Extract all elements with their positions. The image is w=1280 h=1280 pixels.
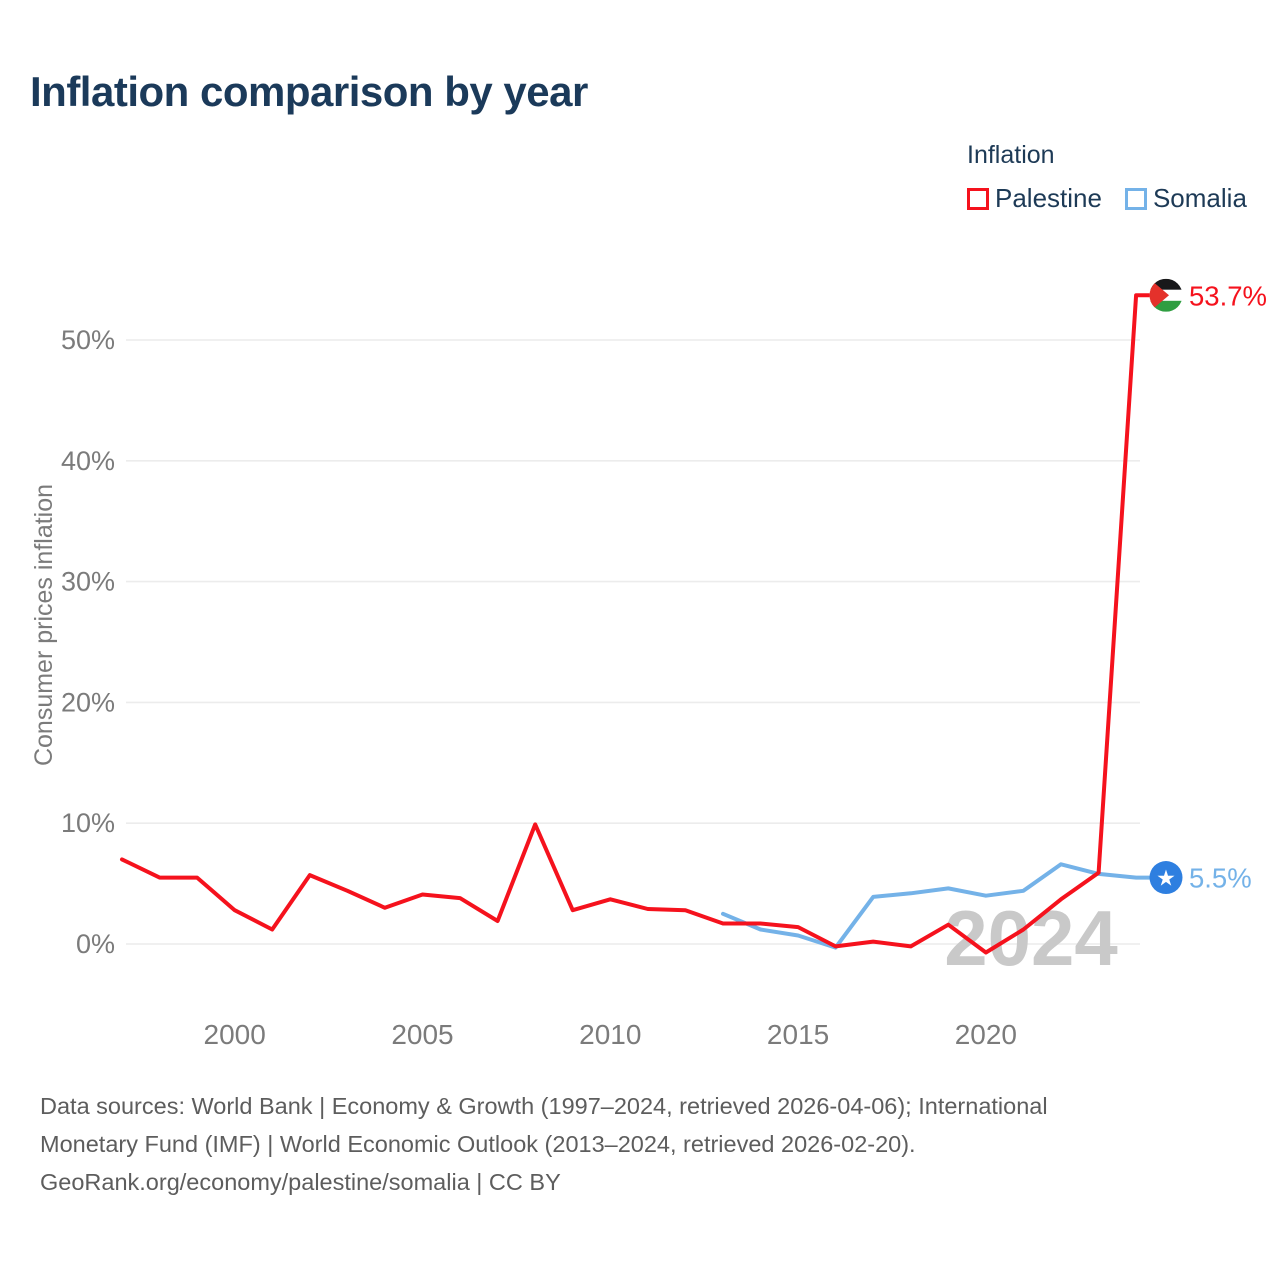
legend-label-palestine: Palestine: [995, 183, 1102, 213]
x-tick-label-2005: 2005: [391, 1019, 453, 1050]
legend: Inflation Palestine Somalia: [967, 141, 1247, 214]
y-tick-label-0: 0%: [76, 929, 115, 959]
series-line-palestine[interactable]: [120, 293, 1168, 955]
y-tick-label-20: 20%: [61, 687, 115, 717]
y-tick-label-40: 40%: [61, 446, 115, 476]
y-axis-title: Consumer prices inflation: [30, 484, 58, 766]
legend-title: Inflation: [967, 141, 1055, 169]
footer-line-1: Data sources: World Bank | Economy & Gro…: [40, 1093, 1048, 1119]
legend-label-somalia: Somalia: [1152, 183, 1247, 213]
legend-item-somalia[interactable]: Somalia: [1124, 183, 1247, 214]
watermark-year: 2024: [944, 894, 1118, 982]
palestine-flag-icon[interactable]: [1149, 278, 1183, 312]
end-label-palestine: 53.7%: [1189, 280, 1267, 311]
star-icon: ★: [1156, 866, 1176, 891]
legend-item-palestine[interactable]: Palestine: [967, 183, 1102, 214]
footer-line-2: Monetary Fund (IMF) | World Economic Out…: [40, 1131, 916, 1157]
x-tick-label-2010: 2010: [579, 1019, 641, 1050]
end-label-somalia: 5.5%: [1189, 863, 1252, 894]
y-tick-label-30: 30%: [61, 567, 115, 597]
legend-items: Palestine Somalia: [967, 183, 1247, 214]
palestine-swatch-icon: [967, 187, 989, 210]
somalia-flag-icon[interactable]: ★: [1149, 861, 1183, 895]
page-title: Inflation comparison by year: [30, 68, 588, 115]
somalia-swatch-icon: [1124, 187, 1147, 210]
y-tick-label-50: 50%: [61, 325, 115, 355]
footer-line-3: GeoRank.org/economy/palestine/somalia | …: [40, 1169, 561, 1195]
x-tick-label-2000: 2000: [204, 1019, 266, 1050]
x-tick-label-2015: 2015: [767, 1019, 829, 1050]
y-tick-label-10: 10%: [61, 808, 115, 838]
data-sources: Data sources: World Bank | Economy & Gro…: [40, 1087, 1048, 1201]
x-tick-label-2020: 2020: [955, 1019, 1017, 1050]
